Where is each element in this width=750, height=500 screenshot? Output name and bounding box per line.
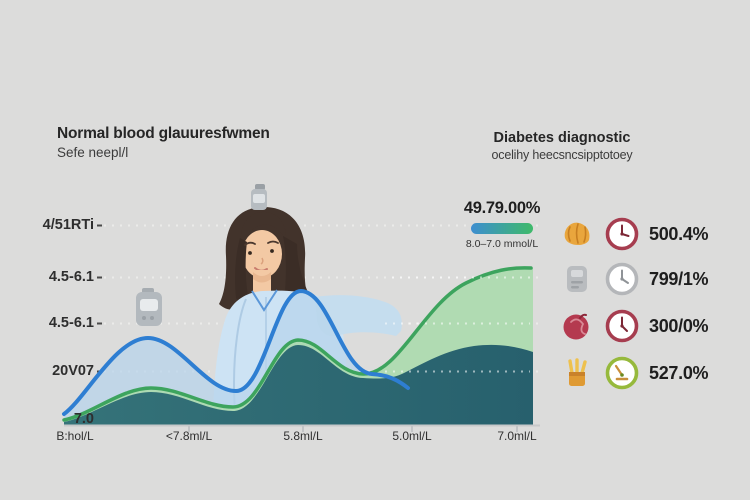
stat-row: 527.0% — [559, 353, 709, 393]
left-subtitle: Sefe neepl/l — [57, 145, 129, 160]
x-axis-label: <7.8ml/L — [165, 429, 213, 443]
pill-bottle-icon — [251, 184, 267, 210]
left-title: Normal blood glauuresfwmen — [57, 125, 270, 142]
gray-meter-icon — [567, 266, 587, 292]
croissant-icon — [564, 222, 590, 246]
berry-icon — [563, 313, 589, 340]
annotation-range: 8.0–7.0 mmol/L — [465, 238, 539, 250]
y-axis-label: 4.5-6.1 — [48, 269, 94, 285]
stat-row: 799/1% — [559, 259, 709, 299]
stat-value: 300/0% — [649, 315, 709, 336]
teal-area — [64, 344, 533, 425]
stat-value: 500.4% — [649, 223, 709, 244]
annotation-value: 49.79.00% — [463, 199, 541, 217]
x-axis-label: 5.8ml/L — [283, 429, 323, 443]
right-title: Diabetes diagnostic — [493, 130, 631, 146]
stat-value: 799/1% — [649, 268, 709, 289]
gauge-green-icon — [605, 356, 639, 390]
annotation: 49.79.00% 8.0–7.0 mmol/L — [448, 199, 556, 250]
green-curve-line — [62, 266, 533, 422]
stat-row: 300/0% — [559, 306, 709, 346]
right-header: Diabetes diagnostic ocelihy heecsncsippt… — [452, 130, 672, 162]
blue-curve-line — [62, 288, 410, 416]
stat-row: 500.4% — [559, 214, 709, 254]
glucose-meter-icon — [136, 288, 162, 326]
x-axis-label: 7.0ml/L — [497, 429, 537, 443]
x-axis-label: B:hol/L — [56, 429, 94, 443]
x-axis — [64, 424, 540, 432]
y-axis-label: 4/51RTi — [42, 217, 94, 233]
right-subtitle: ocelihy heecsncsipptotoey — [491, 148, 633, 162]
stat-value: 527.0% — [649, 362, 709, 383]
gridline-overlay — [385, 276, 530, 373]
y-axis-label: 20V07 — [52, 363, 94, 379]
y-axis-label: 4.5-6.1 — [48, 315, 94, 331]
clock-gray-icon — [605, 262, 639, 296]
clock-red-icon — [605, 309, 639, 343]
gradient-pill — [471, 223, 533, 234]
y-axis-label: 7.0 — [73, 411, 94, 427]
fries-icon — [568, 358, 587, 386]
clock-red-icon — [605, 217, 639, 251]
x-axis-label: 5.0ml/L — [392, 429, 432, 443]
